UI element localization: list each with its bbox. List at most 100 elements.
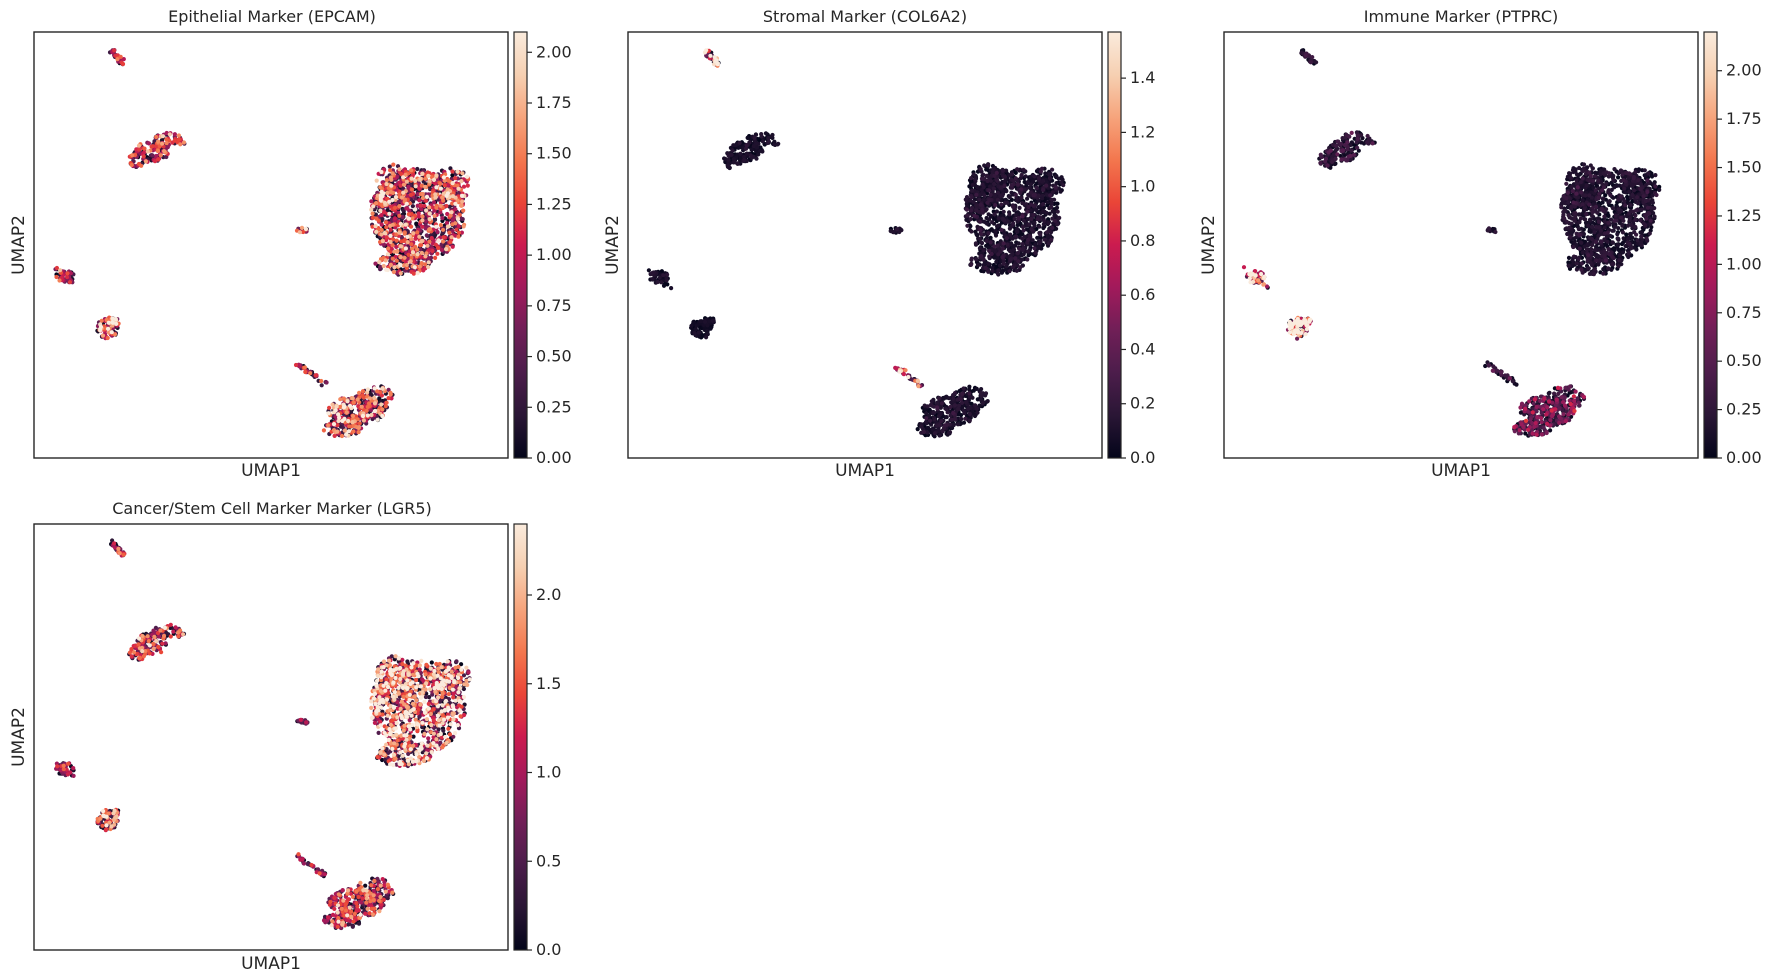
cell-point <box>351 429 356 434</box>
cell-point <box>993 228 998 234</box>
cell-point <box>303 226 308 231</box>
cell-point <box>57 278 62 283</box>
cell-point <box>383 404 388 409</box>
cell-point <box>100 333 106 338</box>
cell-point <box>992 244 997 249</box>
cell-point <box>1566 255 1572 260</box>
cell-point <box>1003 200 1008 205</box>
cell-point <box>1033 250 1038 255</box>
y-axis-label: UMAP2 <box>603 215 623 275</box>
cell-point <box>916 384 921 389</box>
cell-point <box>411 271 416 276</box>
cell-point <box>906 374 911 380</box>
cell-point <box>1002 174 1008 179</box>
cell-point <box>1038 169 1043 174</box>
cell-point <box>423 254 428 259</box>
cell-point <box>1025 217 1030 222</box>
cell-point <box>1020 224 1025 229</box>
cell-point <box>380 386 385 391</box>
cell-point <box>378 185 383 190</box>
cell-point <box>692 331 697 336</box>
cell-point <box>1005 219 1010 224</box>
cell-point <box>359 404 364 409</box>
cell-point <box>351 400 356 405</box>
cell-point <box>384 400 389 405</box>
cell-point <box>669 286 674 291</box>
cell-point <box>394 258 399 263</box>
cell-point <box>397 167 402 172</box>
cell-point <box>434 224 439 229</box>
cell-point <box>992 181 997 187</box>
cell-point <box>377 260 382 265</box>
cell-point <box>937 422 943 428</box>
cell-point <box>710 318 715 323</box>
cell-point <box>766 139 772 144</box>
cell-point <box>897 369 902 374</box>
cell-point <box>405 240 410 245</box>
cell-point <box>967 418 972 423</box>
cell-point <box>387 211 392 216</box>
cell-point <box>927 418 933 423</box>
cell-point <box>350 420 355 425</box>
cell-point <box>160 134 166 139</box>
cell-point <box>726 157 731 162</box>
cell-point <box>178 142 183 147</box>
cell-point <box>430 248 435 254</box>
cell-point <box>172 132 177 137</box>
cell-point <box>973 403 978 408</box>
cell-point <box>1020 236 1025 241</box>
cell-point <box>433 195 438 200</box>
cell-point <box>994 170 999 175</box>
cell-point <box>947 396 952 401</box>
cell-point <box>154 134 159 140</box>
cell-point <box>1015 229 1020 234</box>
cell-point <box>894 227 900 232</box>
cell-point <box>661 273 666 278</box>
cell-point <box>1057 215 1062 220</box>
cell-point <box>158 153 163 158</box>
cell-point <box>1026 237 1031 242</box>
cell-point <box>412 265 417 270</box>
cell-point <box>924 421 929 426</box>
cell-point <box>979 387 984 392</box>
cell-point <box>398 244 403 249</box>
cell-point <box>460 193 465 198</box>
cell-point <box>181 140 187 145</box>
cell-point <box>450 244 455 249</box>
cell-point <box>984 238 989 243</box>
cell-point <box>704 48 709 53</box>
cell-point <box>1044 183 1049 188</box>
cell-point <box>388 392 393 397</box>
cell-point <box>1025 249 1030 254</box>
cell-point <box>735 161 740 166</box>
cell-point <box>1025 209 1030 214</box>
cell-point <box>360 389 366 394</box>
cell-point <box>415 271 420 276</box>
cell-point <box>456 230 462 235</box>
cell-point <box>942 423 947 428</box>
cell-point <box>984 207 989 212</box>
cell-point <box>424 208 429 213</box>
cell-point <box>450 169 455 174</box>
cell-point <box>967 391 972 396</box>
cell-point <box>997 263 1003 268</box>
cell-point <box>1020 201 1025 206</box>
cell-point <box>337 415 342 420</box>
cell-point <box>983 391 989 396</box>
cell-point <box>391 162 396 167</box>
cell-point <box>1029 216 1034 221</box>
cell-point <box>974 184 980 190</box>
cell-point <box>335 429 340 434</box>
cell-point <box>453 201 458 206</box>
cell-point <box>450 181 455 186</box>
cell-point <box>303 369 308 375</box>
cell-point <box>444 247 449 252</box>
cell-point <box>427 211 432 216</box>
cell-point <box>1012 247 1017 252</box>
cell-point <box>698 319 703 324</box>
cell-point <box>384 235 389 240</box>
cell-point <box>388 262 393 267</box>
cell-point <box>436 245 441 250</box>
cell-point <box>955 422 961 427</box>
cell-point <box>977 219 983 224</box>
